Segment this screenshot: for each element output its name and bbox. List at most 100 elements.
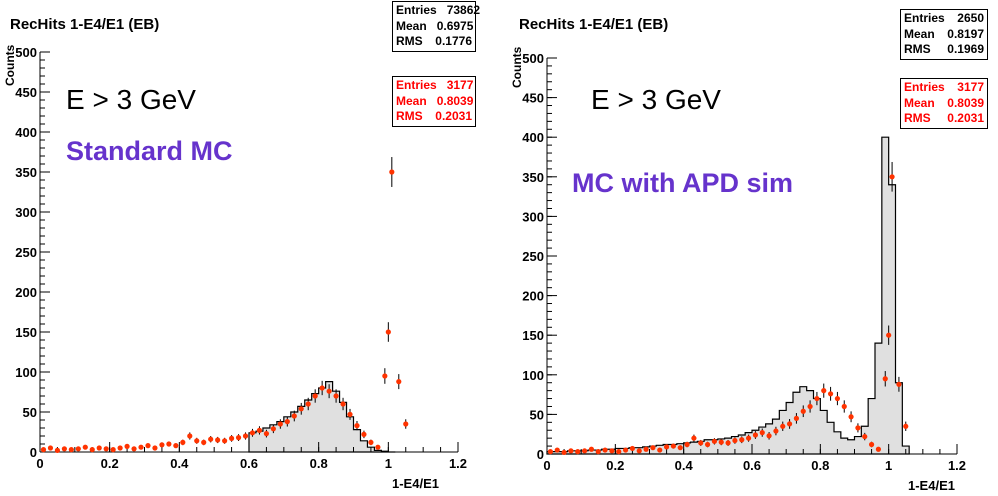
chart-title: RecHits 1-E4/E1 (EB) bbox=[10, 16, 160, 33]
data-point bbox=[96, 445, 102, 451]
data-point bbox=[745, 435, 752, 441]
entries-value: 3177 bbox=[446, 78, 474, 92]
x-tick-label: 0.4 bbox=[675, 458, 694, 473]
mean-value: 0.8039 bbox=[436, 93, 474, 108]
data-point bbox=[319, 385, 325, 391]
mc-label: Standard MC bbox=[66, 136, 233, 166]
data-point bbox=[222, 438, 228, 444]
entries-label: Entries bbox=[904, 80, 945, 94]
data-point bbox=[124, 443, 130, 449]
data-point bbox=[752, 432, 759, 438]
y-tick-label: 100 bbox=[15, 365, 37, 380]
x-tick-label: 0.8 bbox=[310, 456, 328, 471]
data-point bbox=[256, 427, 263, 433]
data-point bbox=[173, 443, 179, 449]
x-tick-label: 0.2 bbox=[606, 458, 624, 473]
data-point bbox=[145, 443, 151, 449]
x-tick-label: 0.2 bbox=[101, 456, 119, 471]
mean-value: 0.6975 bbox=[436, 18, 474, 33]
y-axis-title: Counts bbox=[510, 46, 524, 88]
data-point bbox=[636, 448, 642, 454]
energy-cut-label: E > 3 GeV bbox=[591, 84, 721, 115]
data-point bbox=[827, 391, 834, 397]
stats-box-black: Entries 2650 Mean 0.8197 RMS 0.1969 bbox=[900, 9, 988, 60]
data-point bbox=[298, 406, 304, 412]
data-point bbox=[89, 447, 95, 453]
data-point bbox=[841, 403, 847, 410]
y-tick-label: 250 bbox=[15, 245, 37, 260]
x-tick-label: 0.4 bbox=[170, 456, 189, 471]
data-point bbox=[180, 439, 186, 445]
data-point bbox=[194, 438, 200, 444]
data-point bbox=[152, 445, 158, 451]
y-tick-label: 100 bbox=[522, 368, 544, 383]
x-tick-label: 1 bbox=[385, 456, 392, 471]
data-point bbox=[305, 401, 311, 407]
data-point bbox=[291, 413, 297, 419]
x-tick-label: 0.6 bbox=[240, 456, 258, 471]
x-tick-label: 0 bbox=[36, 456, 43, 471]
data-point bbox=[242, 433, 249, 439]
data-point bbox=[848, 414, 854, 420]
data-point bbox=[333, 393, 339, 399]
data-point bbox=[166, 441, 172, 447]
entries-label: Entries bbox=[904, 11, 945, 25]
mean-label: Mean bbox=[904, 26, 935, 41]
data-point bbox=[235, 435, 242, 441]
data-point bbox=[263, 431, 270, 437]
y-tick-label: 450 bbox=[522, 91, 544, 106]
y-tick-label: 0 bbox=[537, 447, 544, 462]
rms-value: 0.1969 bbox=[947, 42, 984, 56]
data-point bbox=[650, 445, 656, 451]
data-point bbox=[691, 435, 697, 441]
data-point bbox=[622, 447, 629, 453]
data-point bbox=[595, 449, 601, 455]
data-point bbox=[187, 433, 193, 439]
y-tick-label: 500 bbox=[522, 51, 544, 66]
data-point bbox=[886, 332, 892, 338]
data-point bbox=[575, 449, 581, 455]
rms-label: RMS bbox=[904, 111, 931, 125]
left-chart-panel: 0 0.2 0.4 0.6 0.8 1 1.2 0 50 100 150 200 250 300 350 40… bbox=[3, 1, 480, 491]
mean-label: Mean bbox=[904, 95, 935, 110]
data-point bbox=[82, 444, 88, 450]
data-point bbox=[868, 441, 875, 448]
data-point bbox=[75, 446, 81, 452]
right-histogram-plot: 0 0.2 0.4 0.6 0.8 1 1.2 0 50 100 150 200 250 300 350 40… bbox=[522, 51, 966, 473]
y-tick-label: 500 bbox=[15, 45, 37, 60]
data-point bbox=[616, 449, 622, 455]
data-point bbox=[588, 446, 595, 452]
data-point bbox=[47, 445, 54, 451]
data-point bbox=[228, 435, 235, 441]
mean-value: 0.8197 bbox=[947, 26, 984, 41]
y-tick-label: 250 bbox=[522, 249, 544, 264]
x-axis-title: 1-E4/E1 bbox=[908, 478, 955, 493]
data-point bbox=[643, 446, 649, 452]
data-point bbox=[698, 440, 704, 446]
data-point bbox=[396, 379, 402, 385]
data-point bbox=[903, 423, 909, 429]
data-point bbox=[725, 440, 731, 446]
right-chart-panel: 0 0.2 0.4 0.6 0.8 1 1.2 0 50 100 150 200 250 300 350 40… bbox=[499, 0, 998, 496]
rms-label: RMS bbox=[904, 42, 931, 56]
data-point bbox=[159, 442, 165, 448]
data-point bbox=[375, 444, 381, 450]
x-tick-label: 1.2 bbox=[449, 456, 467, 471]
data-point bbox=[862, 433, 868, 440]
data-point bbox=[670, 443, 677, 449]
mc-label: MC with APD sim bbox=[572, 168, 794, 198]
data-point bbox=[773, 428, 779, 434]
data-point bbox=[277, 421, 283, 427]
y-tick-label: 0 bbox=[30, 445, 37, 460]
x-tick-label: 0.8 bbox=[811, 458, 829, 473]
data-point bbox=[766, 433, 772, 439]
data-point bbox=[361, 431, 367, 437]
data-point bbox=[814, 395, 820, 402]
x-tick-label: 1 bbox=[885, 458, 892, 473]
y-tick-label: 200 bbox=[522, 289, 544, 304]
data-point bbox=[284, 419, 290, 425]
y-axis-title: Counts bbox=[3, 44, 17, 86]
data-point bbox=[110, 447, 116, 453]
data-point bbox=[896, 381, 902, 387]
data-point bbox=[201, 439, 207, 445]
